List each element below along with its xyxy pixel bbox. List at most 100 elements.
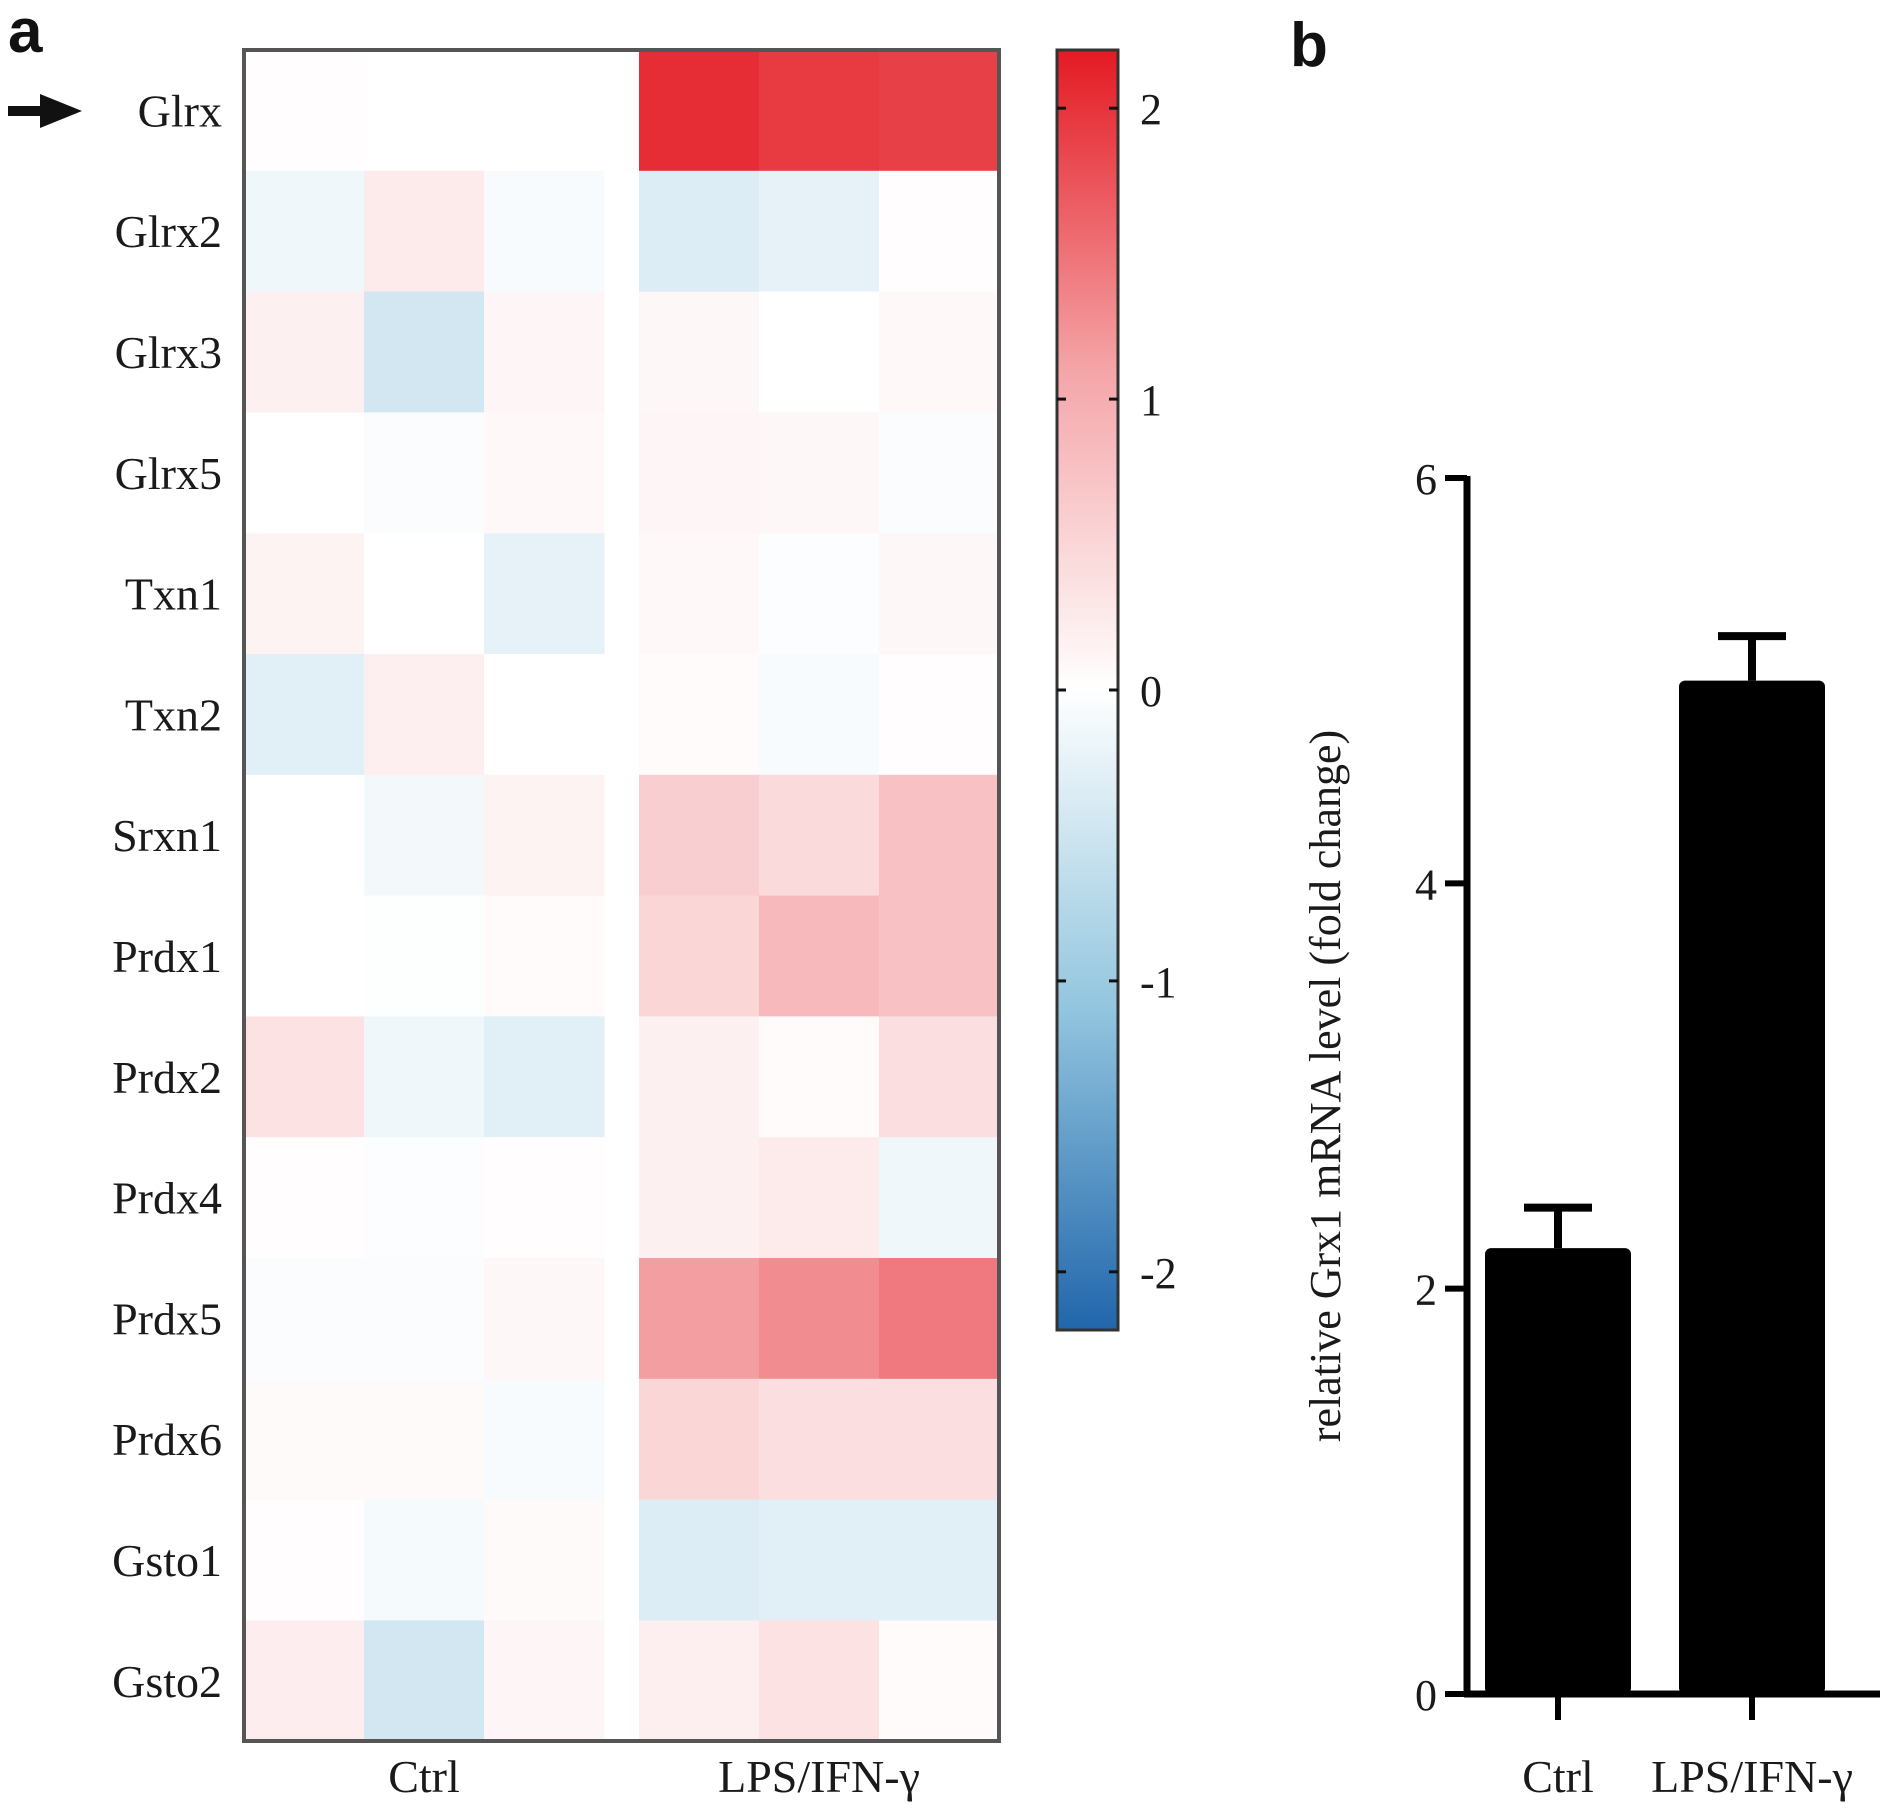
heatmap-cell — [879, 1499, 1000, 1621]
heatmap-row-label: Prdx1 — [112, 931, 222, 982]
heatmap-cells — [244, 50, 1000, 1742]
heatmap-cell — [364, 1258, 485, 1380]
heatmap-cell — [879, 412, 1000, 534]
heatmap-cell — [484, 895, 605, 1017]
heatmap-cell — [879, 774, 1000, 897]
heatmap-cell — [364, 1499, 485, 1621]
heatmap-row-label: Glrx5 — [115, 448, 222, 499]
heatmap-cell — [879, 654, 1000, 776]
heatmap-cell — [639, 412, 760, 534]
heatmap-cell — [364, 774, 485, 897]
heatmap-cell — [364, 50, 485, 172]
heatmap-cell — [484, 1258, 605, 1380]
heatmap-row-label: Prdx5 — [112, 1293, 222, 1344]
heatmap-row-label: Txn1 — [125, 569, 222, 620]
heatmap-cell — [364, 1016, 485, 1138]
heatmap-cell — [484, 1620, 605, 1742]
heatmap-cell — [639, 50, 760, 172]
heatmap-cell — [244, 1258, 365, 1380]
bar-x-tick-label: LPS/IFN-γ — [1651, 1751, 1853, 1802]
heatmap-row-label: Glrx — [138, 85, 222, 136]
heatmap-cell — [484, 533, 605, 655]
heatmap-cell — [244, 654, 365, 776]
heatmap-cell — [879, 1258, 1000, 1380]
colorbar-gradient — [1055, 48, 1120, 1332]
heatmap-row-label: Txn2 — [125, 689, 222, 740]
heatmap-cell — [879, 1016, 1000, 1138]
colorbar-tick-label: -1 — [1140, 958, 1177, 1007]
bar — [1679, 680, 1825, 1694]
heatmap-cell — [244, 412, 365, 534]
heatmap-cell — [244, 1620, 365, 1742]
highlight-arrow-icon — [8, 94, 82, 128]
heatmap-cell — [639, 533, 760, 655]
heatmap-cell — [364, 412, 485, 534]
heatmap-cell — [244, 291, 365, 413]
heatmap-cell — [759, 1137, 880, 1259]
heatmap-cell — [879, 1378, 1000, 1501]
heatmap-cell — [639, 1378, 760, 1501]
heatmap-cell — [759, 654, 880, 776]
heatmap-row-label: Prdx6 — [112, 1414, 222, 1465]
colorbar-tick-label: 0 — [1140, 667, 1162, 716]
heatmap-cell — [759, 774, 880, 897]
panel-a-label: a — [8, 0, 43, 66]
bar-panel: 0 2 4 6 relative Grx1 mRNA level (fold chang… — [1301, 455, 1880, 1802]
heatmap-row-labels: Glrx Glrx2 Glrx3 Glrx5 Txn1 Txn2 Srxn1 Prdx1 Prd… — [112, 85, 222, 1706]
heatmap-cell — [879, 291, 1000, 413]
heatmap-cell — [879, 1620, 1000, 1742]
colorbar: 2 1 0 -1 -2 — [1055, 48, 1177, 1332]
heatmap-cell — [244, 1016, 365, 1138]
heatmap-cell — [759, 1016, 880, 1138]
heatmap-cell — [759, 291, 880, 413]
heatmap-cell — [364, 1137, 485, 1259]
bar-y-tick-label: 6 — [1415, 455, 1437, 504]
heatmap-cell — [879, 50, 1000, 172]
heatmap-cell — [639, 1620, 760, 1742]
heatmap-cell — [244, 774, 365, 897]
heatmap-cell — [364, 1378, 485, 1501]
heatmap-cell — [639, 774, 760, 897]
heatmap-row-label: Gsto1 — [112, 1535, 222, 1586]
heatmap-cell — [639, 170, 760, 293]
heatmap-group-labels: Ctrl LPS/IFN-γ — [388, 1751, 920, 1802]
heatmap-cell — [639, 1499, 760, 1621]
heatmap-cell — [244, 170, 365, 293]
heatmap-cell — [759, 1620, 880, 1742]
heatmap-cell — [484, 1378, 605, 1501]
heatmap-cell — [639, 654, 760, 776]
heatmap-cell — [244, 533, 365, 655]
heatmap-cell — [484, 654, 605, 776]
heatmap-row-label: Srxn1 — [112, 810, 222, 861]
heatmap-row-label: Glrx2 — [115, 206, 222, 257]
heatmap-cell — [484, 170, 605, 293]
heatmap-cell — [879, 533, 1000, 655]
colorbar-tick-label: -2 — [1140, 1249, 1177, 1298]
heatmap-cell — [759, 895, 880, 1017]
heatmap-cell — [364, 1620, 485, 1742]
heatmap-cell — [244, 1378, 365, 1501]
heatmap-cell — [484, 1499, 605, 1621]
heatmap-cell — [484, 412, 605, 534]
heatmap-cell — [879, 170, 1000, 293]
bar-y-axis-label: relative Grx1 mRNA level (fold change) — [1301, 730, 1350, 1442]
bar-marks — [1485, 632, 1825, 1694]
bar-y-tick-label: 4 — [1415, 860, 1437, 909]
heatmap-cell — [364, 895, 485, 1017]
heatmap-cell — [639, 1258, 760, 1380]
heatmap-row-label: Glrx3 — [115, 327, 222, 378]
heatmap-panel: Glrx Glrx2 Glrx3 Glrx5 Txn1 Txn2 Srxn1 Prdx1 Prd… — [8, 48, 1001, 1802]
heatmap-row-label: Prdx4 — [112, 1173, 222, 1224]
bar-y-tick-label: 0 — [1415, 1671, 1437, 1720]
heatmap-cell — [759, 412, 880, 534]
heatmap-cell — [639, 291, 760, 413]
heatmap-cell — [364, 170, 485, 293]
heatmap-cell — [364, 533, 485, 655]
colorbar-ticks: 2 1 0 -1 -2 — [1057, 85, 1177, 1298]
bar-y-tick-label: 2 — [1415, 1266, 1437, 1315]
heatmap-cell — [879, 1137, 1000, 1259]
heatmap-cell — [244, 1137, 365, 1259]
heatmap-cell — [484, 1137, 605, 1259]
heatmap-cell — [484, 774, 605, 897]
